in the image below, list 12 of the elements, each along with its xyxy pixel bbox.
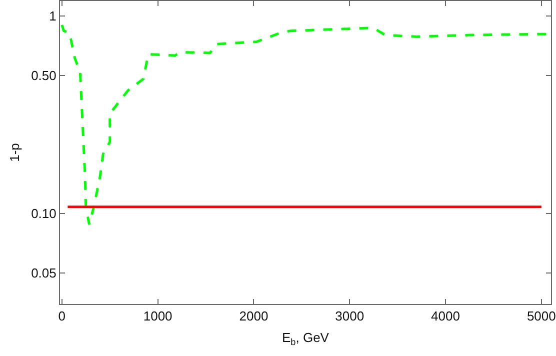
x-tick-label: 4000 <box>431 308 460 324</box>
x-tick-label: 0 <box>58 308 66 324</box>
x-tick-label: 3000 <box>335 308 364 324</box>
x-tick-label: 5000 <box>526 308 556 324</box>
x-tick-label: 2000 <box>239 308 268 324</box>
y-tick-label: 0.50 <box>31 68 56 83</box>
x-axis-title: E$_{b}$, GeV <box>282 330 330 347</box>
y-axis-title: 1-p <box>7 143 22 162</box>
y-tick-label: 0.05 <box>31 265 56 280</box>
y-tick-label: 0.10 <box>31 206 56 221</box>
y-tick-label: 1 <box>49 8 56 24</box>
x-tick-label: 1000 <box>143 308 172 324</box>
